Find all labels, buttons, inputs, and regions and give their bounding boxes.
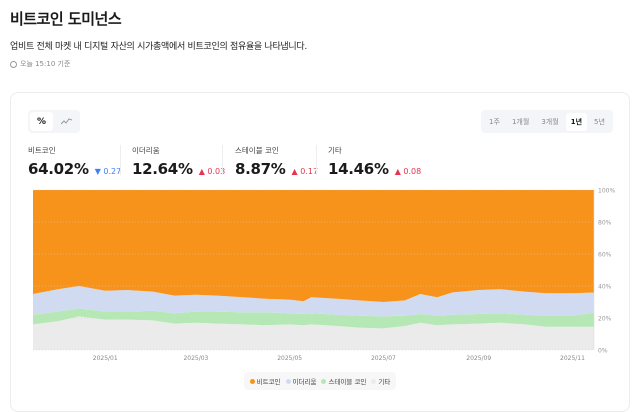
range-5y[interactable]: 5년: [594, 117, 605, 126]
range-1m[interactable]: 1개월: [511, 117, 530, 126]
stat-label: 스테이블 코인: [235, 146, 279, 155]
legend-stablecoin[interactable]: 스테이블 코인: [321, 376, 366, 386]
divider: [120, 145, 121, 175]
percent-view-button[interactable]: %: [30, 112, 53, 131]
divider: [222, 145, 223, 175]
legend-bitcoin[interactable]: 비트코인: [249, 376, 281, 386]
x-tick-label: 2025/11: [560, 355, 585, 362]
clock-icon: [10, 60, 17, 68]
stat-others: 기타 14.46% ▲ 0.08: [328, 145, 422, 178]
range-1w[interactable]: 1주: [489, 117, 500, 126]
line-chart-view-button[interactable]: [55, 112, 78, 131]
x-tick-label: 2025/01: [93, 355, 118, 362]
range-selector: 1주 1개월 3개월 1년 5년: [481, 110, 613, 133]
x-tick-label: 2025/05: [277, 355, 302, 362]
y-tick-label: 40%: [598, 284, 612, 291]
page-description: 업비트 전체 마켓 내 디지털 자산의 시가총액에서 비트코인의 점유율을 나타…: [10, 42, 307, 52]
x-tick-label: 2025/09: [466, 355, 491, 362]
y-tick-label: 60%: [598, 252, 612, 259]
stat-change: ▼ 0.27: [94, 167, 122, 176]
dominance-chart[interactable]: 0% 20% 40% 60% 80% 100% 2025/01 2025/03 2025/05 2…: [0, 0, 640, 400]
chart-legend: 비트코인 이더리움 스테이블 코인 기타: [244, 372, 396, 390]
stat-value: 8.87%: [235, 160, 286, 178]
area-others: [33, 316, 594, 350]
y-tick-label: 0%: [598, 348, 608, 355]
view-toggle: %: [28, 110, 80, 133]
area-ethereum: [33, 286, 594, 317]
stat-change: ▲ 0.08: [394, 167, 422, 176]
stat-value: 64.02%: [28, 160, 89, 178]
x-tick-label: 2025/07: [371, 355, 396, 362]
stat-ethereum: 이더리움 12.64% ▲ 0.03: [132, 145, 226, 178]
stat-bitcoin: 비트코인 64.02% ▼ 0.27: [28, 145, 122, 178]
area-stablecoin: [33, 308, 594, 329]
divider: [316, 145, 317, 175]
stat-change: ▲ 0.17: [291, 167, 319, 176]
area-bitcoin: [33, 190, 594, 302]
stat-change: ▲ 0.03: [198, 167, 226, 176]
y-tick-label: 20%: [598, 316, 612, 323]
legend-ethereum[interactable]: 이더리움: [285, 376, 316, 386]
stat-label: 이더리움: [132, 146, 160, 155]
stat-label: 비트코인: [28, 146, 56, 155]
range-1y[interactable]: 1년: [565, 112, 588, 131]
page-title: 비트코인 도미넌스: [10, 10, 122, 28]
y-tick-label: 100%: [598, 188, 615, 195]
range-3m[interactable]: 3개월: [541, 117, 559, 126]
line-chart-icon: [61, 118, 72, 125]
stat-value: 14.46%: [328, 160, 389, 178]
y-tick-label: 80%: [598, 220, 612, 227]
timestamp: 오늘 15:10 기준: [10, 59, 70, 69]
x-tick-label: 2025/03: [183, 355, 208, 362]
legend-others[interactable]: 기타: [371, 376, 390, 386]
stat-stablecoin: 스테이블 코인 8.87% ▲ 0.17: [235, 145, 319, 178]
stat-label: 기타: [328, 146, 342, 155]
stat-value: 12.64%: [132, 160, 193, 178]
timestamp-text: 오늘 15:10 기준: [20, 60, 71, 68]
